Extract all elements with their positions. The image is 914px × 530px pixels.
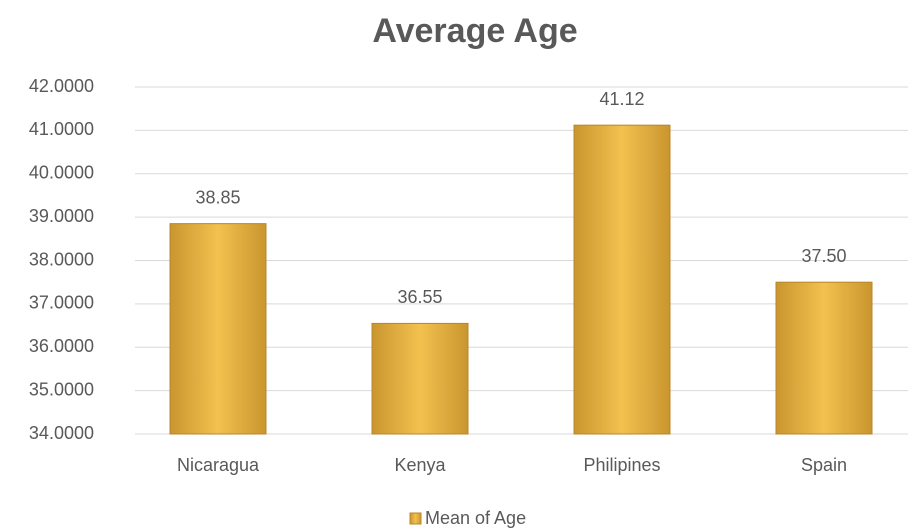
y-tick-label: 36.0000: [29, 336, 94, 356]
x-tick-label: Spain: [801, 455, 847, 475]
y-tick-label: 35.0000: [29, 379, 94, 399]
data-label: 41.12: [599, 89, 644, 109]
y-tick-label: 41.0000: [29, 119, 94, 139]
bar: [169, 223, 267, 435]
data-label: 37.50: [801, 246, 846, 266]
y-tick-label: 37.0000: [29, 293, 94, 313]
y-tick-label: 40.0000: [29, 163, 94, 183]
y-tick-label: 38.0000: [29, 249, 94, 269]
y-tick-label: 39.0000: [29, 206, 94, 226]
bar: [371, 322, 469, 435]
bar: [775, 281, 873, 435]
y-tick-label: 34.0000: [29, 423, 94, 443]
x-tick-label: Nicaragua: [177, 455, 260, 475]
legend-swatch: [409, 512, 422, 525]
y-tick-label: 42.0000: [29, 76, 94, 96]
data-label: 38.85: [195, 187, 240, 207]
chart-title: Average Age: [372, 12, 577, 50]
x-tick-label: Philipines: [583, 455, 660, 475]
legend-label: Mean of Age: [425, 508, 526, 528]
data-label: 36.55: [397, 287, 442, 307]
x-tick-label: Kenya: [394, 455, 446, 475]
bar: [573, 124, 671, 435]
